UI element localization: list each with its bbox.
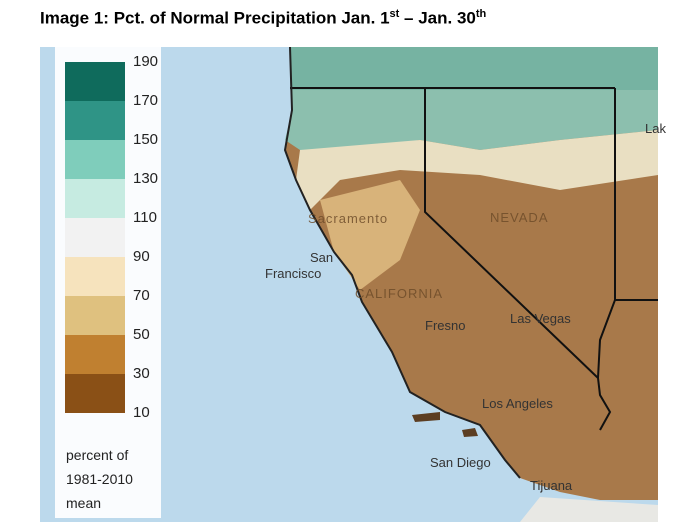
- place-label: CALIFORNIA: [355, 286, 443, 301]
- title: Image 1: Pct. of Normal Precipitation Ja…: [40, 8, 486, 29]
- place-label: Los Angeles: [482, 396, 553, 411]
- islands: [412, 412, 478, 437]
- place-label: Lak: [645, 121, 666, 136]
- state-border: [290, 87, 658, 431]
- normal-region: [296, 130, 658, 210]
- legend-tick-label: 10: [133, 404, 150, 421]
- title-text: – Jan. 30: [399, 8, 476, 28]
- place-label: Francisco: [265, 266, 321, 281]
- legend-caption: percent of: [66, 447, 128, 463]
- legend-band: [65, 140, 125, 179]
- legend-tick-label: 150: [133, 131, 158, 148]
- legend-caption: mean: [66, 495, 101, 511]
- legend-tick-label: 70: [133, 287, 150, 304]
- wet-region: [285, 47, 658, 150]
- coastline: [283, 46, 521, 479]
- place-label: San Diego: [430, 455, 491, 470]
- place-label: San: [310, 250, 333, 265]
- legend-band: [65, 101, 125, 140]
- legend-tick-label: 90: [133, 248, 150, 265]
- legend: 190 170 150 130 110 90 70 50 30 10 percent of 1981-…: [65, 53, 158, 511]
- legend-band: [65, 257, 125, 296]
- dry-region: [320, 180, 420, 290]
- legend-band: [65, 62, 125, 101]
- mexico: [520, 497, 658, 522]
- place-label: Sacramento: [308, 211, 388, 226]
- legend-tick-label: 190: [133, 53, 158, 70]
- title-sup: th: [475, 8, 487, 20]
- legend-band: [65, 218, 125, 257]
- legend-band: [65, 179, 125, 218]
- legend-tick-label: 50: [133, 326, 150, 343]
- oregon: [290, 47, 658, 90]
- title-sup: st: [389, 8, 400, 20]
- legend-caption: 1981-2010: [66, 471, 133, 487]
- legend-band: [65, 335, 125, 374]
- title-text: Image 1: Pct. of Normal Precipitation Ja…: [40, 8, 390, 28]
- legend-tick-label: 30: [133, 365, 150, 382]
- legend-tick-label: 170: [133, 92, 158, 109]
- legend-tick-label: 110: [133, 209, 157, 226]
- place-label: Tijuana: [530, 478, 573, 493]
- place-label: Las Vegas: [510, 311, 571, 326]
- legend-tick-label: 130: [133, 170, 158, 187]
- place-label: Fresno: [425, 318, 465, 333]
- legend-band: [65, 296, 125, 335]
- legend-band: [65, 374, 125, 413]
- place-label: NEVADA: [490, 210, 549, 225]
